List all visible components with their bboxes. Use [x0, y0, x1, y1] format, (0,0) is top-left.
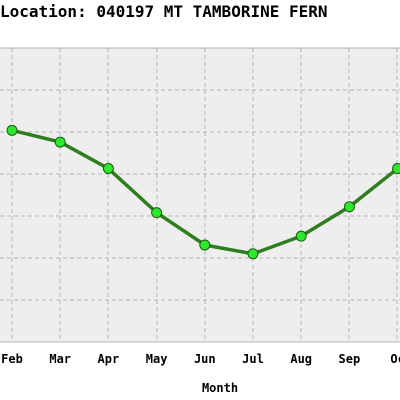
chart-title: Location: 040197 MT TAMBORINE FERN [0, 2, 328, 21]
data-point [295, 230, 307, 242]
plot-area [0, 48, 400, 342]
data-point [343, 201, 355, 213]
grid [0, 47, 400, 343]
data-point [6, 124, 18, 136]
x-tick-label: Feb [1, 352, 23, 366]
x-tick-label: May [146, 352, 168, 366]
data-point [151, 207, 163, 219]
x-tick-label: Apr [98, 352, 120, 366]
x-tick-label: Jun [194, 352, 216, 366]
x-tick-label: Mar [49, 352, 71, 366]
x-tick-labels: Feb Mar Apr May Jun Jul Aug Sep Oc [1, 352, 400, 366]
data-point [392, 163, 400, 175]
x-tick-label: Sep [339, 352, 361, 366]
series-group [6, 124, 400, 260]
x-tick-label: Aug [290, 352, 312, 366]
x-axis-label: Month [202, 381, 238, 395]
data-point [199, 239, 211, 251]
data-point [247, 248, 259, 260]
data-point [102, 163, 114, 175]
x-tick-label: Oc [390, 352, 400, 366]
data-point [54, 136, 66, 148]
x-tick-label: Jul [242, 352, 264, 366]
